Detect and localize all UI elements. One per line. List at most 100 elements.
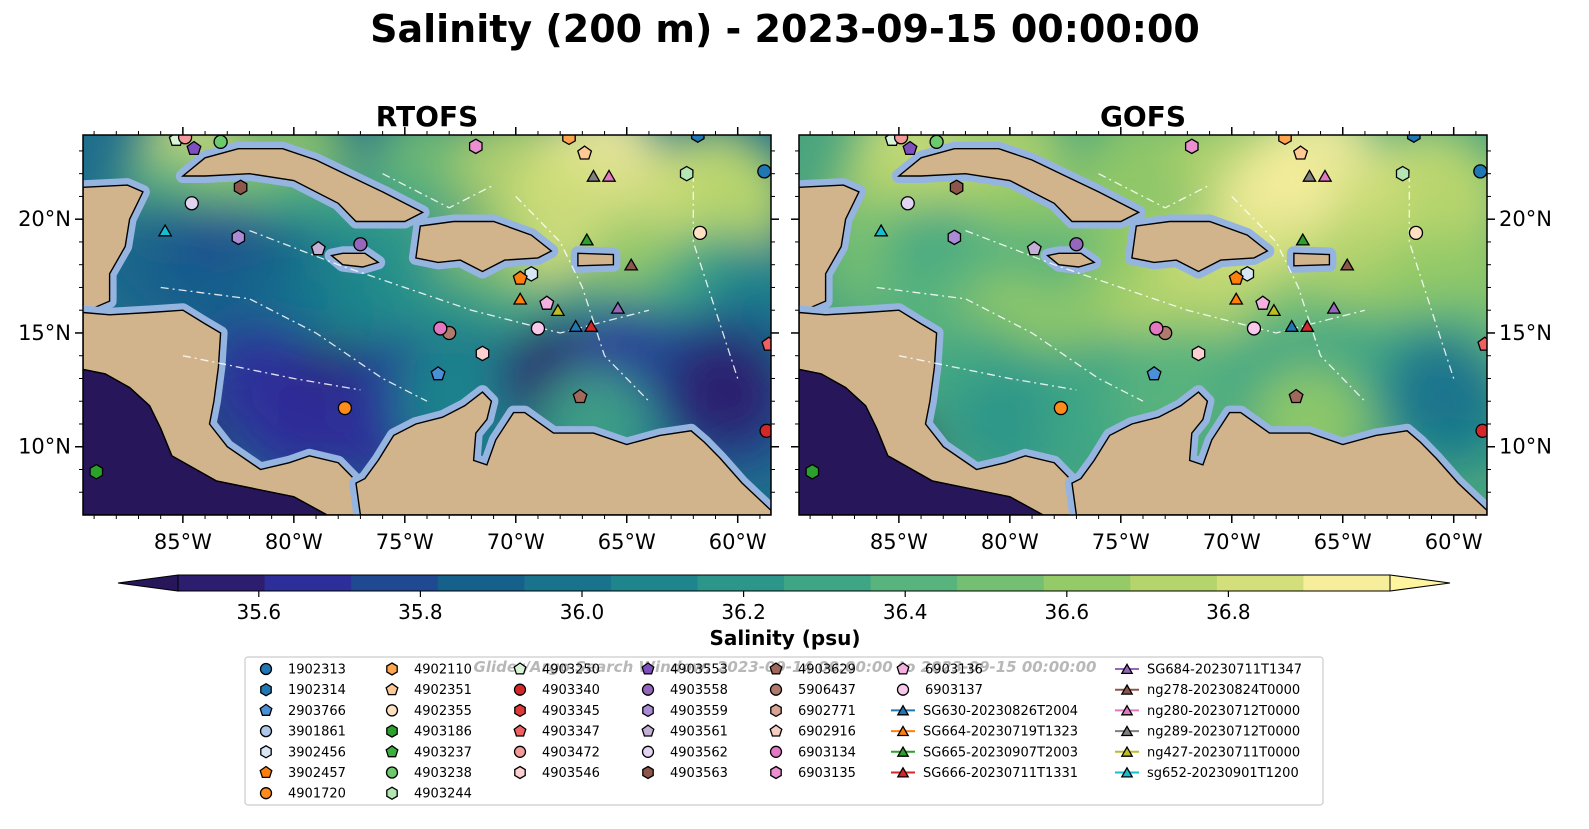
platform-marker [530,321,546,336]
platform-marker [1069,237,1084,252]
platform-marker [1026,240,1042,256]
platform-marker [1278,135,1292,146]
legend-marker [769,724,783,737]
legend-label: SG666-20230711T1331 [923,766,1078,781]
colorbar-tick-label: 35.6 [237,600,282,624]
colorbar-segment [870,575,958,591]
legend-label: 6903136 [925,663,983,678]
eez-line [382,173,494,209]
legend-marker [260,682,272,697]
legend-marker [259,724,273,738]
land-puerto-rico [577,252,615,267]
platform-marker [893,135,909,145]
field-sample [1384,331,1487,448]
platform-marker [1302,169,1317,182]
eez-line [160,286,428,402]
platform-marker [929,135,944,149]
legend-marker [1120,683,1134,695]
platform-marker [231,229,246,246]
figure-title: Salinity (200 m) - 2023-09-15 00:00:00 [370,7,1200,51]
legend-marker [1120,704,1134,716]
y-tick-label: 15°N [1499,321,1552,345]
land-cuba [180,147,425,223]
platform-marker [761,336,771,351]
legend-marker [769,683,783,696]
colorbar-segment [524,575,612,591]
legend-label: 4903553 [670,663,728,678]
colorbar-segment [610,575,699,591]
legend-marker [385,704,399,717]
map-panel-gofs [799,135,1487,515]
markers-rtofs [89,135,771,480]
legend-marker [386,786,398,801]
legend-marker [642,765,654,780]
legend-label: 4903340 [542,683,600,698]
legend-label: 3902456 [288,745,346,760]
x-tick-label: 70°W [1203,530,1261,554]
platform-marker [947,229,962,246]
platform-marker [1053,400,1069,416]
legend-marker [385,745,399,758]
platform-marker [1246,321,1262,336]
platform-marker [1293,145,1309,160]
platform-marker [512,270,528,285]
eez-line [1408,173,1455,379]
legend-marker [896,662,910,675]
legend-label: 4903237 [414,745,472,760]
legend-label: 2903766 [288,704,346,719]
legend-label: 3901861 [288,725,346,740]
legend-label: 6902916 [798,725,856,740]
platform-marker [177,135,193,145]
platform-marker [1240,265,1255,282]
platform-marker [690,135,705,143]
platform-marker [157,223,173,237]
platform-marker [873,223,889,237]
colorbar-label: Salinity (psu) [709,626,860,650]
platform-marker [1191,345,1206,362]
land-jamaica [1046,252,1096,268]
platform-marker [1228,292,1244,305]
platform-marker [601,169,617,182]
legend-label: 4901720 [288,787,346,802]
legend-label: ng278-20230824T0000 [1147,683,1300,698]
axis-ticks-gofs: 85°W 80°W 75°W 70°W 65°W 60°W 20°N 15°N 10°N [791,127,1552,554]
platform-marker [900,196,915,211]
x-tick-label: 65°W [598,530,656,554]
legend-marker [769,662,783,675]
colorbar-segment [178,575,266,591]
colorbar: 35.6 35.8 36.0 36.2 36.4 36.6 36.8 [117,574,1451,624]
legend-label: 1902314 [288,683,346,698]
platform-marker [550,303,566,317]
x-tick-label: 75°W [376,530,434,554]
legend-label: SG665-20230907T2003 [923,745,1078,760]
eez-line [182,355,361,391]
platform-marker [902,140,918,156]
platform-marker [679,165,694,182]
platform-marker [949,179,964,196]
platform-marker [572,388,588,404]
legend-label: SG664-20230719T1323 [923,725,1078,740]
legend-marker [1120,662,1134,675]
platform-marker [1184,138,1199,155]
colorbar-tick-label: 36.2 [721,600,766,624]
platform-marker [610,301,626,314]
legend-marker [1120,745,1134,757]
land-hispaniola [415,220,553,273]
platform-marker [805,463,820,480]
platform-marker [1406,135,1421,143]
legend-label: 4903561 [670,725,728,740]
legend-marker [259,703,273,716]
platform-marker [186,140,202,156]
platform-marker [433,321,448,336]
legend-label: 6903137 [925,683,983,698]
platform-marker [1288,388,1304,404]
land-south-america [1071,391,1487,515]
y-tick-label: 20°N [1499,207,1552,231]
platform-marker [353,237,368,252]
platform-marker [475,345,490,362]
x-tick-label: 85°W [154,530,212,554]
legend-marker [641,724,655,737]
y-tick-label: 10°N [18,435,71,459]
legend-label: SG684-20230711T1347 [1147,663,1302,678]
legend-marker [514,765,526,780]
